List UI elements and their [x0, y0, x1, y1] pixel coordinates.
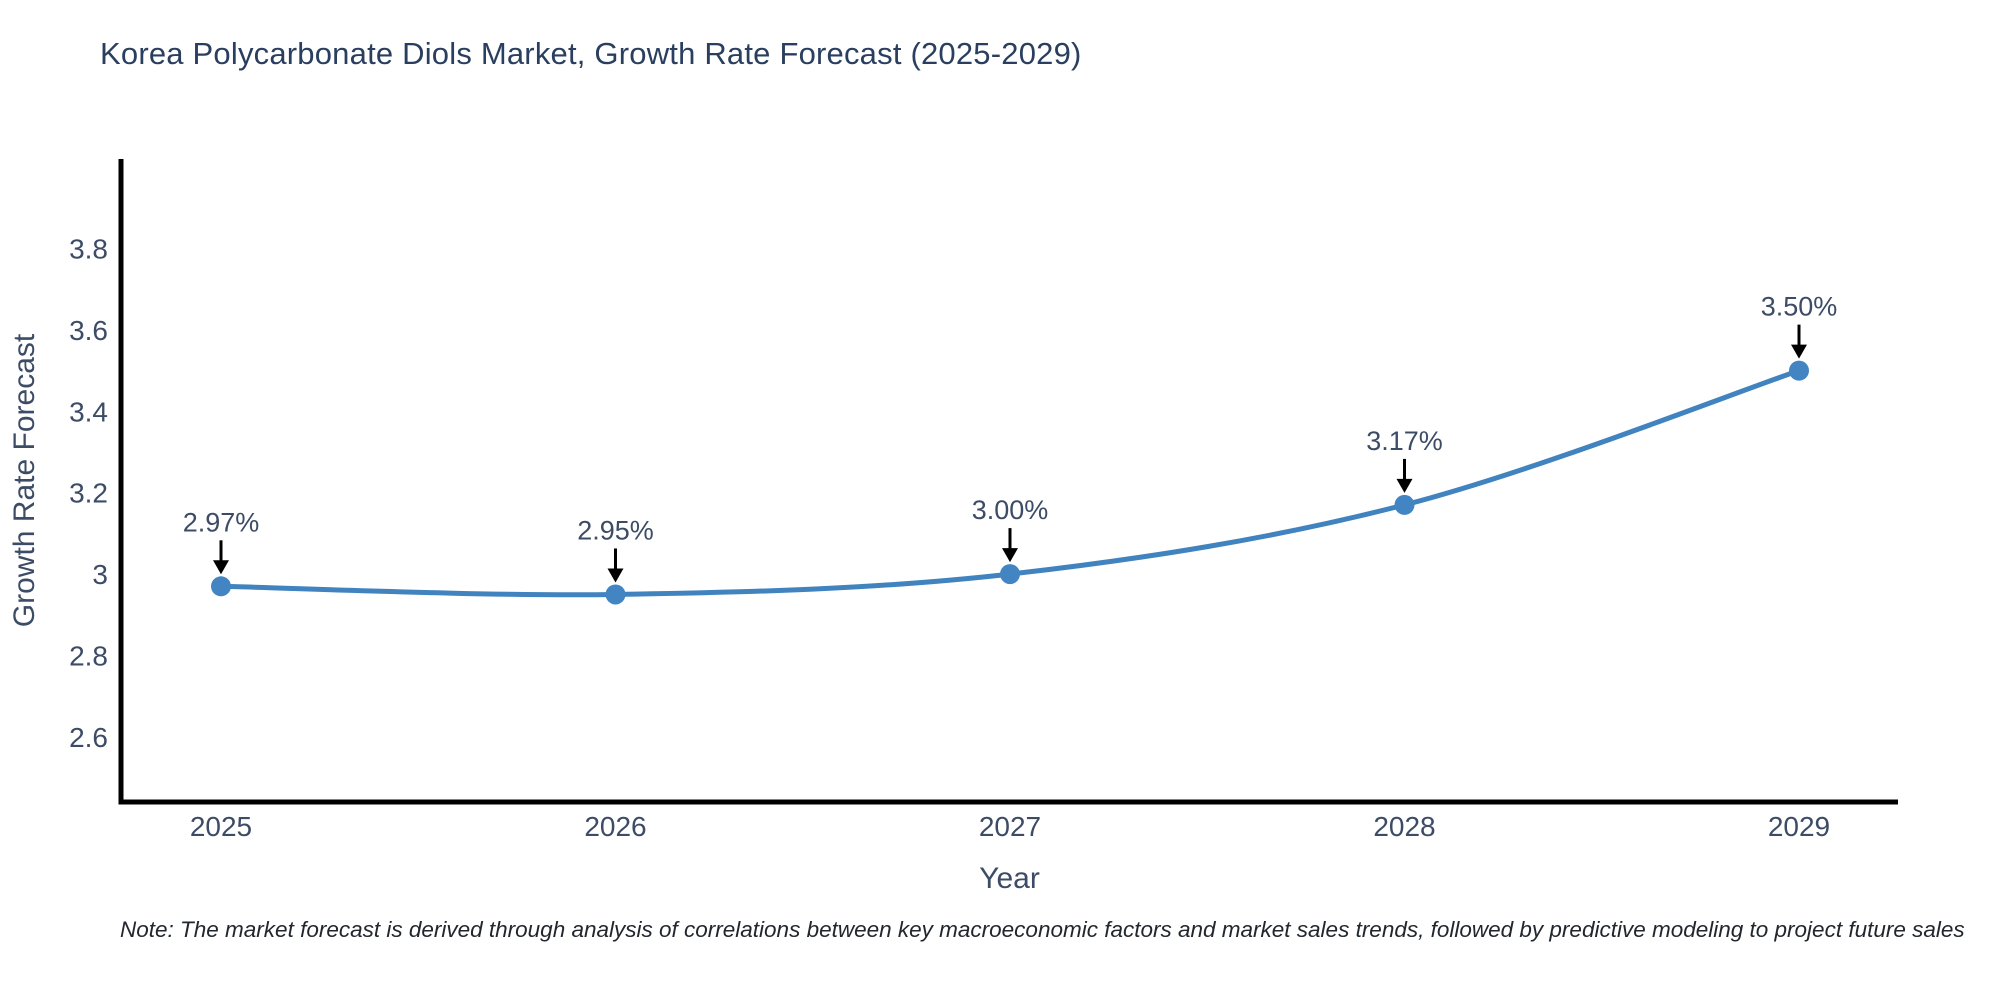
annotation-arrowhead-icon	[1002, 548, 1018, 563]
data-point-2028	[1394, 494, 1415, 515]
point-value-label: 2.97%	[183, 507, 260, 537]
x-tick-label: 2028	[1373, 811, 1435, 842]
data-point-2026	[605, 584, 626, 605]
data-point-2029	[1789, 360, 1809, 381]
annotation-arrowhead-icon	[1396, 478, 1413, 493]
chart-title: Korea Polycarbonate Diols Market, Growth…	[100, 36, 1082, 71]
y-tick-label: 3.4	[69, 396, 108, 427]
x-tick-label: 2027	[979, 811, 1041, 842]
y-tick-label: 3	[92, 559, 108, 590]
annotation-2029: 3.50%	[1761, 292, 1838, 359]
y-tick-label: 3.2	[69, 478, 108, 509]
y-tick-label: 2.8	[69, 640, 108, 671]
data-point-2025	[211, 576, 231, 597]
x-tick-label: 2029	[1768, 811, 1830, 842]
y-tick-label: 3.6	[69, 315, 108, 346]
x-axis-title: Year	[979, 862, 1040, 895]
annotation-arrowhead-icon	[1791, 344, 1807, 359]
point-value-label: 3.50%	[1761, 292, 1838, 322]
annotation-arrowhead-icon	[213, 560, 229, 575]
annotation-arrowhead-icon	[607, 568, 624, 583]
point-value-label: 3.17%	[1366, 426, 1443, 456]
y-tick-label: 3.8	[69, 234, 108, 265]
annotation-2026: 2.95%	[577, 515, 654, 583]
y-tick-label: 2.6	[69, 722, 108, 753]
annotation-2027: 3.00%	[972, 495, 1049, 563]
point-value-label: 2.95%	[577, 515, 654, 545]
y-axis-title: Growth Rate Forecast	[8, 333, 41, 627]
data-point-2027	[1000, 564, 1020, 585]
x-tick-label: 2025	[190, 811, 252, 842]
x-tick-label: 2026	[584, 811, 646, 842]
point-value-label: 3.00%	[972, 495, 1049, 525]
annotation-2025: 2.97%	[183, 507, 260, 575]
footnote: Note: The market forecast is derived thr…	[120, 917, 1965, 942]
annotation-2028: 3.17%	[1366, 426, 1443, 493]
